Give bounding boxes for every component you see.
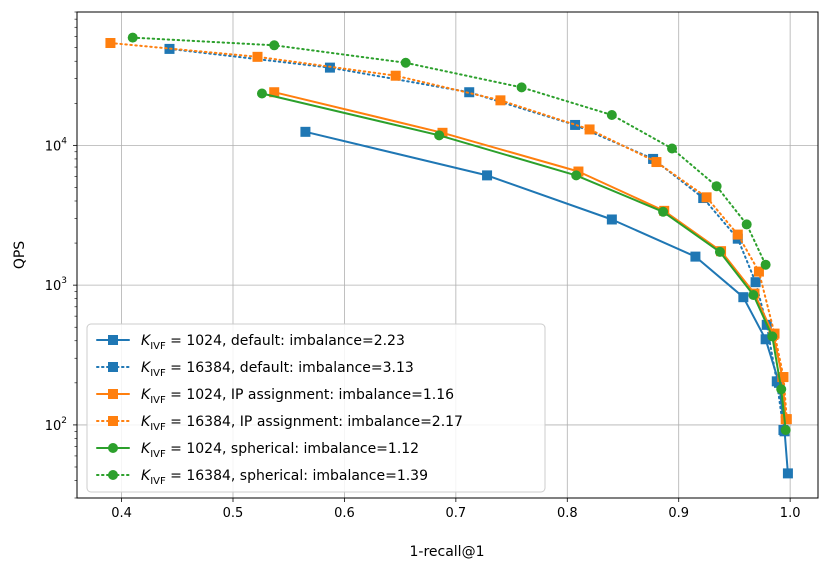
x-tick-label: 0.4 — [111, 506, 132, 521]
axes-frame — [76, 11, 819, 499]
data-point — [760, 334, 771, 345]
legend-box — [86, 323, 546, 493]
data-point — [782, 468, 793, 479]
data-point — [658, 206, 669, 217]
data-point — [606, 214, 617, 225]
x-axis-label: 1-recall@1 — [410, 544, 485, 560]
series-4 — [105, 38, 792, 425]
data-point — [482, 170, 493, 181]
legend-label: KIVF = 16384, spherical: imbalance=1.39 — [141, 468, 428, 487]
x-tick-label: 0.8 — [557, 506, 578, 521]
data-point — [400, 57, 411, 68]
x-tick-label: 0.9 — [668, 506, 689, 521]
data-point — [767, 331, 778, 342]
data-point — [571, 170, 582, 181]
data-point — [516, 82, 527, 93]
data-point — [667, 143, 678, 154]
legend-label: KIVF = 16384, IP assignment: imbalance=2… — [141, 414, 463, 433]
legend-label: KIVF = 16384, default: imbalance=3.13 — [141, 360, 414, 379]
legend-marker — [108, 335, 118, 345]
data-point — [464, 87, 475, 98]
data-point — [495, 95, 506, 106]
legend-label: KIVF = 1024, spherical: imbalance=1.12 — [141, 441, 419, 460]
series-layer — [105, 32, 793, 479]
data-point — [738, 292, 749, 303]
legend-marker — [108, 443, 118, 453]
data-point — [105, 38, 116, 49]
legend: KIVF = 1024, default: imbalance=2.23 KIVF… — [86, 323, 546, 493]
data-point — [256, 88, 267, 99]
series-6 — [127, 32, 771, 270]
data-point — [748, 290, 759, 301]
legend-marker — [108, 470, 118, 480]
data-point — [570, 119, 581, 130]
data-point — [690, 251, 701, 262]
data-point — [701, 192, 712, 203]
legend-label: KIVF = 1024, default: imbalance=2.23 — [141, 333, 405, 352]
y-tick-label: 104 — [45, 136, 68, 154]
legend-marker — [108, 362, 118, 372]
data-point — [780, 424, 791, 435]
legend-marker — [108, 389, 118, 399]
series-line — [109, 42, 788, 421]
data-point — [300, 126, 311, 137]
y-tick-label: 103 — [45, 276, 67, 294]
data-point — [781, 414, 792, 425]
data-point — [771, 376, 782, 387]
legend-marker — [108, 416, 118, 426]
data-point — [127, 32, 138, 43]
data-point — [750, 277, 761, 288]
data-point — [269, 40, 280, 51]
data-point — [753, 266, 764, 277]
data-point — [760, 259, 771, 270]
data-point — [252, 51, 263, 62]
x-tick-label: 1.0 — [780, 506, 801, 521]
legend-label: KIVF = 1024, IP assignment: imbalance=1.… — [141, 387, 454, 406]
data-point — [584, 124, 595, 135]
data-point — [390, 70, 401, 81]
data-point — [778, 372, 789, 383]
data-point — [651, 157, 662, 168]
x-tick-label: 0.5 — [223, 506, 244, 521]
x-tick-label: 0.7 — [446, 506, 467, 521]
data-point — [269, 87, 280, 98]
grid-layer — [77, 12, 818, 498]
data-point — [434, 130, 445, 141]
series-5 — [256, 88, 791, 435]
data-point — [732, 229, 743, 240]
y-tick-label: 102 — [45, 416, 67, 434]
data-point — [741, 219, 752, 230]
ticks-layer: 0.4 0.5 0.6 0.7 0.8 0.9 1.0 102 103 104 — [45, 11, 801, 521]
data-point — [714, 246, 725, 257]
data-point — [711, 181, 722, 192]
data-point — [776, 384, 787, 395]
y-axis-label: QPS — [12, 241, 28, 269]
data-point — [606, 109, 617, 120]
x-tick-label: 0.6 — [334, 506, 355, 521]
